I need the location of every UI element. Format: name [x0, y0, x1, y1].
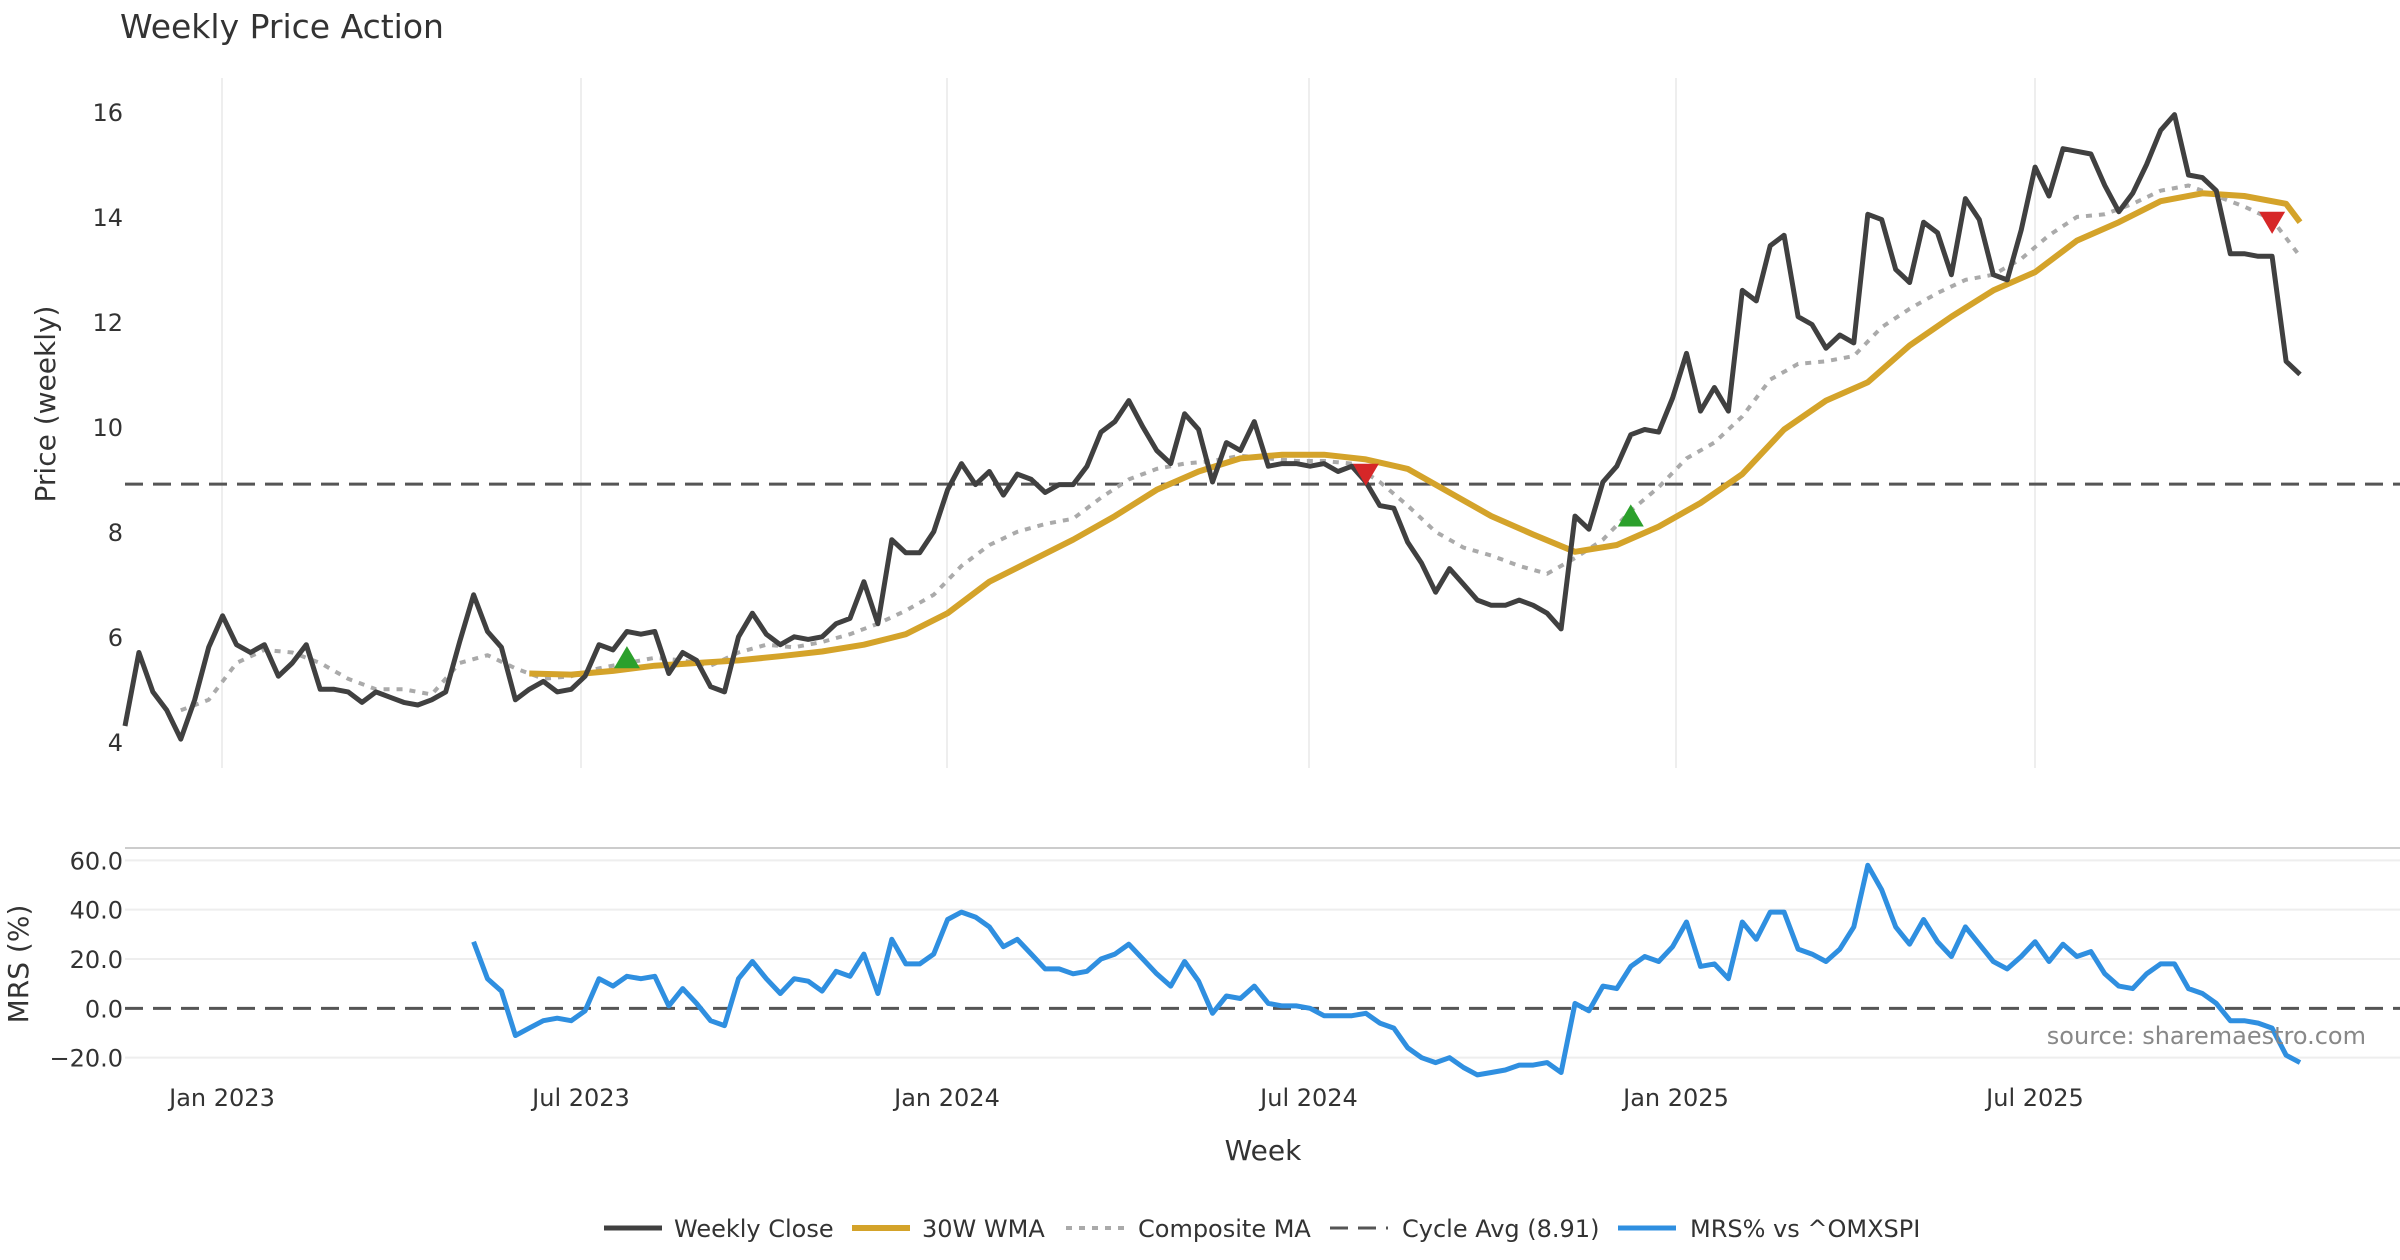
price-y-ticks: 4 6 8 10 12 14 16: [92, 99, 123, 757]
x-tick-label: Jan 2023: [167, 1084, 275, 1112]
x-axis-label: Week: [1225, 1134, 1302, 1167]
wma-30w-line: [529, 190, 2303, 678]
x-ticks: Jan 2023 Jul 2023 Jan 2024 Jul 2024 Jan 2025…: [167, 1084, 2084, 1112]
mrs-y-tick-label: 0.0: [85, 995, 123, 1023]
signal-markers: [613, 211, 2286, 669]
legend: Weekly Close 30W WMA Composite MA Cycle Avg…: [604, 1215, 1920, 1243]
chart-title: Weekly Price Action: [120, 7, 444, 46]
x-tick-label: Jan 2024: [892, 1084, 1000, 1112]
mrs-y-tick-label: 40.0: [70, 897, 123, 925]
price-y-tick-label: 12: [92, 309, 123, 337]
mrs-line: [471, 862, 2302, 1078]
price-y-tick-label: 16: [92, 99, 123, 127]
weekly-close-line: [122, 112, 2302, 742]
legend-label: Cycle Avg (8.91): [1402, 1215, 1599, 1243]
price-y-tick-label: 6: [108, 624, 123, 652]
legend-label: MRS% vs ^OMXSPI: [1690, 1215, 1920, 1243]
legend-label: Weekly Close: [674, 1215, 834, 1243]
legend-label: Composite MA: [1138, 1215, 1311, 1243]
price-y-tick-label: 10: [92, 414, 123, 442]
price-gridlines: [221, 78, 2036, 768]
price-y-tick-label: 8: [108, 519, 123, 547]
source-annotation: source: sharemaestro.com: [2047, 1022, 2366, 1050]
sell-signal-marker: [2259, 211, 2286, 234]
x-tick-label: Jul 2024: [1258, 1084, 1358, 1112]
buy-signal-marker: [613, 646, 640, 669]
mrs-y-tick-label: 20.0: [70, 946, 123, 974]
legend-label: 30W WMA: [922, 1215, 1045, 1243]
mrs-series-group: [471, 862, 2302, 1078]
mrs-y-axis-label: MRS (%): [2, 905, 35, 1024]
mrs-gridlines: [125, 859, 2400, 1059]
x-tick-label: Jul 2025: [1984, 1084, 2084, 1112]
sell-signal-marker: [1352, 463, 1379, 486]
x-tick-label: Jan 2025: [1621, 1084, 1729, 1112]
price-y-axis-label: Price (weekly): [29, 306, 62, 503]
mrs-y-tick-label: 60.0: [70, 847, 123, 875]
mrs-y-tick-label: −20.0: [49, 1045, 123, 1073]
price-series-group: [122, 112, 2400, 742]
price-y-tick-label: 14: [92, 204, 123, 232]
buy-signal-marker: [1617, 504, 1644, 527]
x-tick-label: Jul 2023: [530, 1084, 630, 1112]
mrs-y-ticks: 60.0 40.0 20.0 0.0 −20.0: [49, 847, 123, 1072]
price-y-tick-label: 4: [108, 729, 123, 757]
